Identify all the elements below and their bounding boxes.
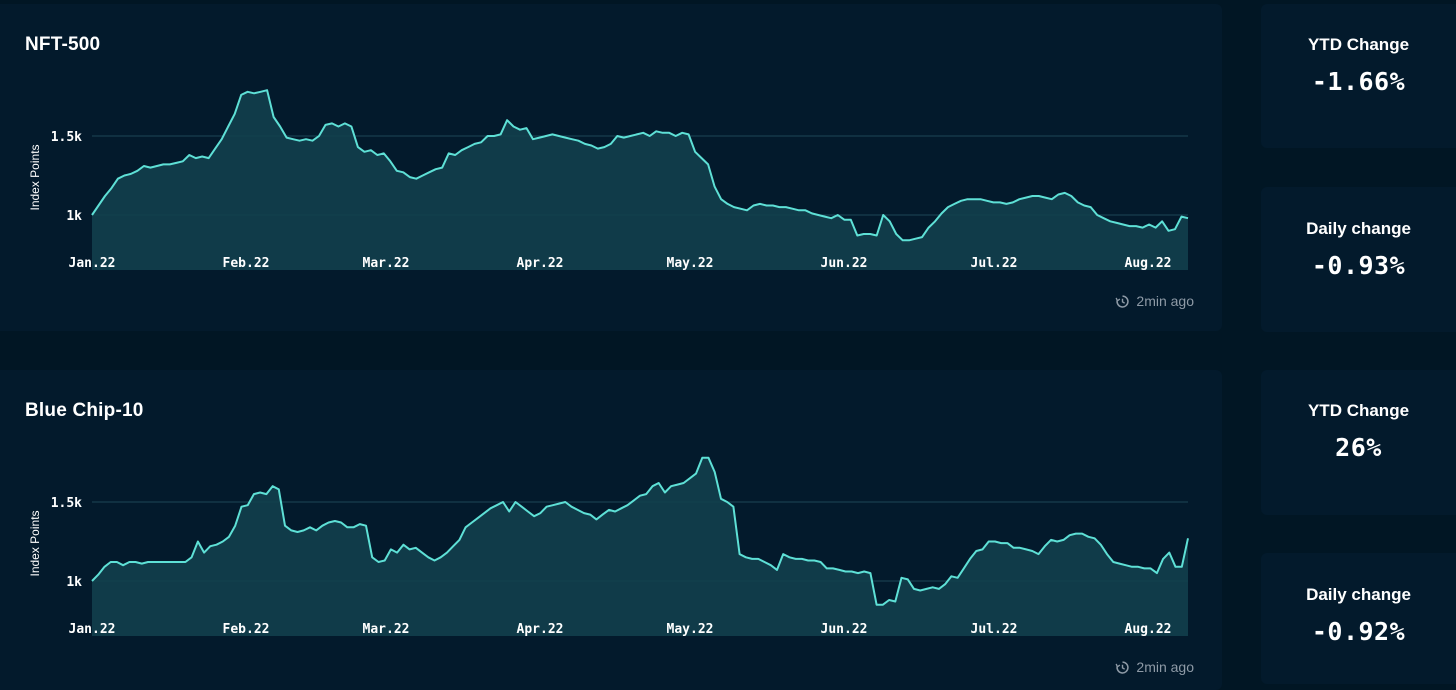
daily-change-card: Daily change -0.93%: [1261, 187, 1456, 332]
x-tick-label: Jul.22: [971, 622, 1018, 637]
x-tick-label: Aug.22: [1125, 622, 1172, 637]
series-line[interactable]: [91, 89, 1189, 242]
nft-500-chart-panel: 1k 1.5k Index Points Jan.22 Feb.22 Mar.22 Apr.…: [0, 4, 1222, 331]
clock-refresh-icon: [1115, 294, 1130, 308]
daily-change-value: -0.93%: [1311, 251, 1406, 280]
y-axis-label: Index Points: [28, 144, 42, 210]
x-tick-label: Jan.22: [69, 622, 116, 637]
x-tick-label: Jul.22: [971, 256, 1018, 271]
clock-refresh-icon: [1115, 660, 1130, 674]
y-tick-label: 1k: [66, 209, 82, 224]
x-tick-label: May.22: [667, 622, 714, 637]
ytd-change-label: YTD Change: [1307, 401, 1410, 420]
ytd-change-value: -1.66%: [1311, 67, 1406, 96]
ytd-change-label: YTD Change: [1307, 35, 1410, 54]
daily-change-label: Daily change: [1306, 585, 1411, 604]
x-tick-label: Apr.22: [517, 622, 564, 637]
last-updated-text: 2min ago: [1136, 293, 1194, 309]
x-tick-label: Apr.22: [517, 256, 564, 271]
x-tick-label: Feb.22: [223, 256, 270, 271]
daily-change-card: Daily change -0.92%: [1261, 553, 1456, 684]
last-updated: 2min ago: [1115, 293, 1194, 309]
series-area: [92, 457, 1188, 636]
x-tick-label: Jan.22: [69, 256, 116, 271]
y-axis-label: Index Points: [28, 510, 42, 576]
chart-title: Blue Chip-10: [25, 400, 144, 421]
blue-chip-10-area-chart[interactable]: 1k 1.5k Index Points Jan.22 Feb.22 Mar.22 Apr.…: [0, 370, 1222, 690]
nft-500-area-chart[interactable]: 1k 1.5k Index Points Jan.22 Feb.22 Mar.22 Apr.…: [0, 4, 1222, 331]
ytd-change-card: YTD Change 26%: [1261, 370, 1456, 515]
x-tick-label: Mar.22: [363, 622, 410, 637]
chart-title: NFT-500: [25, 34, 101, 55]
y-tick-label: 1.5k: [51, 130, 82, 145]
x-tick-label: Aug.22: [1125, 256, 1172, 271]
last-updated-text: 2min ago: [1136, 659, 1194, 675]
blue-chip-10-chart-panel: 1k 1.5k Index Points Jan.22 Feb.22 Mar.22 Apr.…: [0, 370, 1222, 690]
y-tick-label: 1k: [66, 575, 82, 590]
x-tick-label: Jun.22: [821, 256, 868, 271]
x-tick-label: May.22: [667, 256, 714, 271]
daily-change-value: -0.92%: [1311, 617, 1406, 646]
x-tick-label: Feb.22: [223, 622, 270, 637]
x-tick-label: Mar.22: [363, 256, 410, 271]
ytd-change-card: YTD Change -1.66%: [1261, 4, 1456, 148]
series-area: [92, 90, 1188, 270]
x-tick-label: Jun.22: [821, 622, 868, 637]
ytd-change-value: 26%: [1335, 433, 1382, 462]
y-tick-label: 1.5k: [51, 496, 82, 511]
daily-change-label: Daily change: [1306, 219, 1411, 238]
series-line[interactable]: [91, 456, 1189, 606]
last-updated: 2min ago: [1115, 659, 1194, 675]
